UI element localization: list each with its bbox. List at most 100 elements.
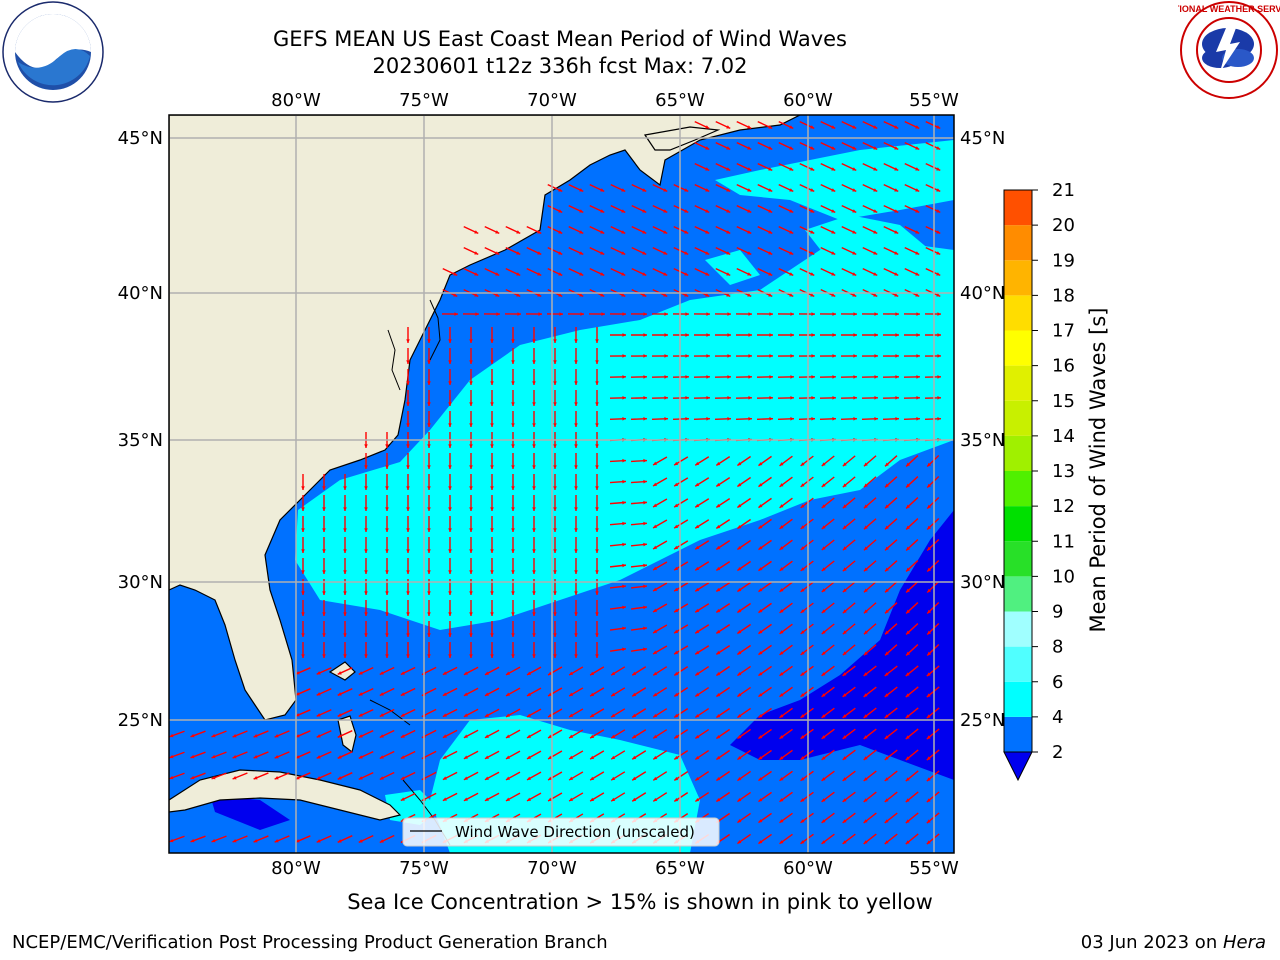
wave-direction-arrowhead <box>737 672 742 676</box>
wave-direction-arrowhead <box>758 651 763 655</box>
wave-direction-arrowhead <box>674 503 679 508</box>
wave-direction-arrowhead <box>301 507 305 511</box>
wave-direction-arrowhead <box>852 146 857 150</box>
wave-direction-arrowhead <box>511 423 515 427</box>
lat-label-left: 40°N <box>118 283 163 304</box>
wave-direction-arrowhead <box>674 587 679 592</box>
wave-direction-arrowhead <box>653 692 658 697</box>
wave-direction-arrowhead <box>842 756 847 760</box>
wave-direction-arrowhead <box>553 528 557 532</box>
wave-direction-arrowhead <box>663 272 668 276</box>
wave-direction-arrowhead <box>653 608 658 613</box>
wave-direction-arrowhead <box>532 612 536 616</box>
wave-direction-arrowhead <box>727 375 731 379</box>
wave-direction-arrowhead <box>653 524 658 529</box>
wave-direction-arrowhead <box>758 672 763 676</box>
wave-direction-arrowhead <box>169 754 174 759</box>
wave-direction-arrowhead <box>364 465 368 469</box>
colorbar-segment <box>1004 190 1032 226</box>
wave-direction-arrowhead <box>442 692 447 696</box>
wave-direction-arrowhead <box>253 755 258 759</box>
wave-direction-arrowhead <box>885 483 889 488</box>
lon-label-bottom: 60°W <box>783 858 833 879</box>
wave-direction-arrowhead <box>469 549 473 553</box>
wave-direction-arrowhead <box>831 230 836 234</box>
wave-direction-arrowhead <box>885 588 889 593</box>
wave-direction-arrowhead <box>442 755 447 759</box>
wave-direction-arrowhead <box>448 381 452 385</box>
wave-direction-arrowhead <box>484 671 489 675</box>
wave-direction-arrowhead <box>927 567 932 572</box>
wave-direction-arrowhead <box>642 293 647 297</box>
wave-direction-arrowhead <box>427 444 431 448</box>
wave-direction-arrowhead <box>385 444 389 448</box>
lat-label-right: 35°N <box>960 430 1005 451</box>
wave-direction-arrowhead <box>574 570 578 574</box>
colorbar-tick-label: 13 <box>1052 461 1075 482</box>
wave-direction-arrowhead <box>548 755 553 759</box>
wave-direction-arrowhead <box>789 251 794 255</box>
wave-direction-arrowhead <box>595 528 599 532</box>
wave-direction-arrowhead <box>821 588 826 592</box>
wave-direction-arrowhead <box>537 251 542 255</box>
chart-subtitle: 20230601 t12z 336h fcst Max: 7.02 <box>372 54 748 78</box>
wave-direction-arrowhead <box>769 333 773 337</box>
wave-direction-arrowhead <box>601 312 605 316</box>
wave-direction-arrowhead <box>894 125 899 129</box>
wave-direction-arrowhead <box>653 503 658 508</box>
wave-direction-arrowhead <box>779 756 784 760</box>
wave-direction-arrowhead <box>737 482 742 487</box>
wave-direction-arrowhead <box>821 735 826 739</box>
wave-direction-arrowhead <box>800 651 805 655</box>
wave-direction-arrowhead <box>894 230 899 234</box>
wave-direction-arrowhead <box>863 567 868 572</box>
wave-direction-arrowhead <box>790 312 794 316</box>
wave-direction-arrowhead <box>448 339 452 343</box>
colorbar-segment <box>1004 295 1032 331</box>
wave-direction-arrowhead <box>684 188 689 192</box>
wave-direction-arrowhead <box>789 146 794 150</box>
lat-label-right: 25°N <box>960 710 1005 731</box>
wave-direction-arrowhead <box>832 375 836 379</box>
colorbar: 2 4 6 8 9 10 11 12 13 14 15 16 17 18 19 20 21 <box>1003 180 1075 782</box>
wave-direction-arrowhead <box>926 840 931 845</box>
wave-direction-arrowhead <box>611 671 616 676</box>
wave-direction-arrowhead <box>490 381 494 385</box>
wave-direction-arrowhead <box>789 167 794 171</box>
wave-direction-arrowhead <box>490 528 494 532</box>
wave-direction-arrowhead <box>448 444 452 448</box>
wave-direction-arrowhead <box>532 339 536 343</box>
wave-direction-arrowhead <box>385 465 389 469</box>
wave-direction-arrowhead <box>406 528 410 532</box>
wave-direction-arrowhead <box>895 396 899 400</box>
date-label: 03 Jun 2023 on <box>1080 932 1223 953</box>
wave-direction-arrowhead <box>937 375 941 379</box>
wave-direction-arrowhead <box>316 839 321 843</box>
wave-direction-arrowhead <box>511 633 515 637</box>
wave-direction-arrowhead <box>448 633 452 637</box>
wave-direction-arrowhead <box>927 504 932 509</box>
wave-direction-arrowhead <box>779 504 784 508</box>
wave-direction-arrowhead <box>490 654 494 658</box>
wave-direction-arrowhead <box>747 146 752 150</box>
wave-direction-arrowhead <box>737 566 742 571</box>
wave-direction-arrowhead <box>505 671 510 675</box>
wave-direction-arrowhead <box>874 354 878 358</box>
wave-direction-arrowhead <box>427 360 431 364</box>
wave-direction-arrowhead <box>653 713 658 718</box>
wave-direction-arrowhead <box>747 251 752 255</box>
wave-direction-arrowhead <box>322 528 326 532</box>
wave-direction-arrowhead <box>737 693 742 697</box>
wave-direction-arrowhead <box>558 272 563 276</box>
wave-direction-arrowhead <box>800 777 805 781</box>
wave-direction-arrowhead <box>379 671 384 675</box>
wave-direction-arrowhead <box>400 713 405 717</box>
wave-direction-arrowhead <box>358 671 363 675</box>
wave-direction-arrowhead <box>511 444 515 448</box>
wave-direction-arrowhead <box>600 188 605 192</box>
wave-direction-arrowhead <box>574 465 578 469</box>
wave-direction-arrowhead <box>406 612 410 616</box>
wave-direction-arrowhead <box>758 630 763 634</box>
wave-direction-arrowhead <box>211 838 216 843</box>
wave-direction-arrowhead <box>706 333 710 337</box>
